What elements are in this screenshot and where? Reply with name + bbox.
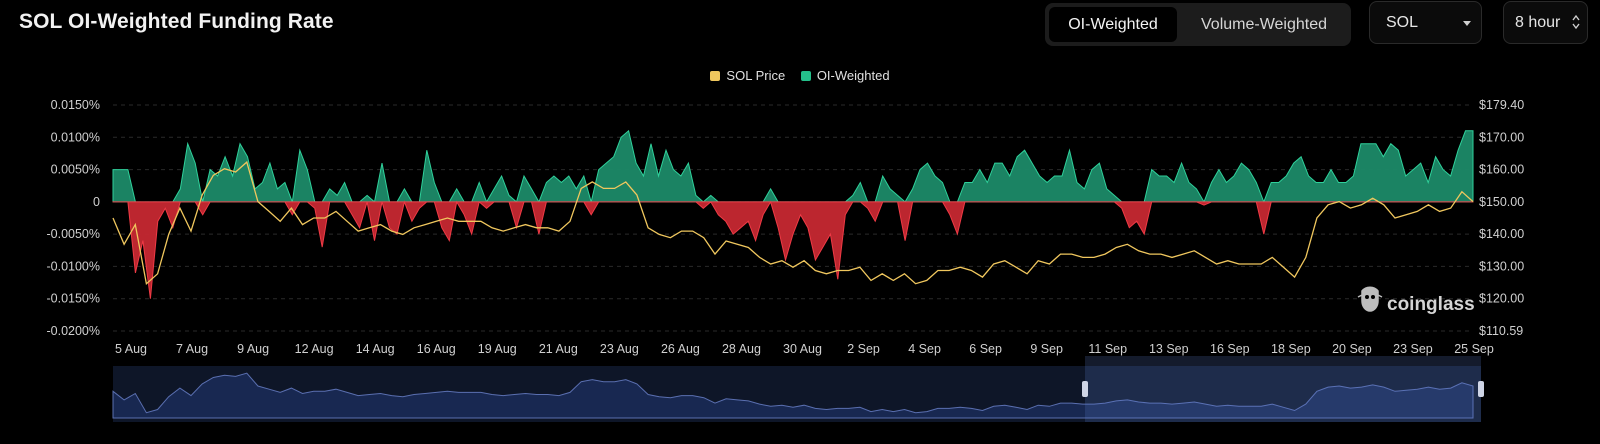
right-tick-label: $179.40: [1479, 98, 1524, 112]
left-tick-label: 0.0050%: [51, 163, 100, 177]
left-tick-label: 0.0100%: [51, 130, 100, 144]
symbol-select-value: SOL: [1386, 14, 1419, 31]
right-tick-label: $110.59: [1479, 324, 1523, 338]
left-tick-label: -0.0100%: [46, 259, 100, 273]
navigator-background: [113, 366, 1481, 422]
price-line-group: [112, 160, 1474, 285]
navigator-series: [112, 372, 1474, 419]
x-axis-ticks: 5 Aug 7 Aug 9 Aug 12 Aug 14 Aug 16 Aug 19 Aug 2…: [115, 342, 1494, 356]
x-tick-label: 9 Aug: [237, 342, 269, 356]
x-tick-label: 6 Sep: [969, 342, 1002, 356]
funding-areas: [112, 129, 1474, 299]
x-tick-label: 21 Aug: [539, 342, 578, 356]
x-tick-label: 26 Aug: [661, 342, 700, 356]
watermark-text: coinglass: [1387, 294, 1475, 315]
symbol-select[interactable]: SOL: [1369, 1, 1482, 44]
left-tick-label: 0: [93, 195, 100, 209]
x-tick-label: 23 Aug: [600, 342, 639, 356]
left-tick-label: -0.0200%: [46, 324, 100, 338]
x-tick-label: 14 Aug: [356, 342, 395, 356]
watermark-logo: coinglass: [1357, 286, 1475, 315]
x-tick-label: 30 Aug: [783, 342, 822, 356]
left-tick-label: 0.0150%: [51, 98, 100, 112]
interval-select-value: 8 hour: [1515, 14, 1561, 31]
right-tick-label: $140.00: [1479, 227, 1524, 241]
positive-funding-area: [112, 129, 1474, 204]
x-tick-label: 9 Sep: [1030, 342, 1063, 356]
x-tick-label: 20 Sep: [1332, 342, 1372, 356]
chart-legend: SOL Price OI-Weighted: [0, 68, 1600, 84]
funding-swatch: [800, 70, 811, 81]
left-tick-label: -0.0050%: [46, 227, 100, 241]
x-tick-label: 11 Sep: [1088, 342, 1127, 356]
right-tick-label: $170.00: [1479, 130, 1524, 144]
x-tick-label: 2 Sep: [847, 342, 880, 356]
navigator-window: [1085, 356, 1481, 422]
price-swatch: [710, 70, 721, 81]
right-tick-label: $160.00: [1479, 163, 1524, 177]
legend-label-price: SOL Price: [726, 68, 786, 83]
negative-funding-area: [112, 200, 1474, 299]
right-tick-label: $150.00: [1479, 195, 1524, 209]
navigator-handle-left: [1082, 381, 1088, 397]
x-tick-label: 23 Sep: [1393, 342, 1433, 356]
caret-down-icon: [1463, 21, 1471, 26]
right-tick-label: $130.00: [1479, 259, 1524, 273]
x-tick-label: 28 Aug: [722, 342, 761, 356]
x-tick-label: 13 Sep: [1149, 342, 1189, 356]
navigator-handle-right: [1478, 381, 1484, 397]
left-axis-ticks: 0.0150% 0.0100% 0.0050% 0 -0.0050% -0.0100% -0…: [46, 98, 100, 338]
legend-item-price[interactable]: SOL Price: [710, 68, 785, 83]
x-tick-label: 16 Sep: [1210, 342, 1250, 356]
page-title: SOL OI-Weighted Funding Rate: [19, 10, 334, 33]
legend-label-funding: OI-Weighted: [816, 68, 890, 83]
x-tick-label: 7 Aug: [176, 342, 208, 356]
sort-arrows-icon: [1571, 12, 1581, 32]
tab-oi-weighted[interactable]: OI-Weighted: [1049, 7, 1177, 42]
x-tick-label: 5 Aug: [115, 342, 147, 356]
weighting-toggle: OI-Weighted Volume-Weighted: [1045, 3, 1351, 46]
tab-volume-weighted[interactable]: Volume-Weighted: [1201, 16, 1327, 33]
x-tick-label: 18 Sep: [1271, 342, 1311, 356]
interval-select[interactable]: 8 hour: [1503, 1, 1588, 44]
legend-item-funding[interactable]: OI-Weighted: [800, 68, 890, 83]
x-tick-label: 16 Aug: [417, 342, 456, 356]
x-tick-label: 4 Sep: [908, 342, 941, 356]
coinglass-icon: [1357, 286, 1383, 312]
right-axis-ticks: $179.40 $170.00 $160.00 $150.00 $140.00 $130.…: [1479, 98, 1524, 338]
x-tick-label: 19 Aug: [478, 342, 517, 356]
right-tick-label: $120.00: [1479, 292, 1524, 306]
price-line: [112, 160, 1474, 285]
navigator: [112, 356, 1484, 422]
left-tick-label: -0.0150%: [46, 292, 100, 306]
x-tick-label: 12 Aug: [295, 342, 334, 356]
x-tick-label: 25 Sep: [1454, 342, 1494, 356]
grid-lines: [113, 104, 1473, 332]
